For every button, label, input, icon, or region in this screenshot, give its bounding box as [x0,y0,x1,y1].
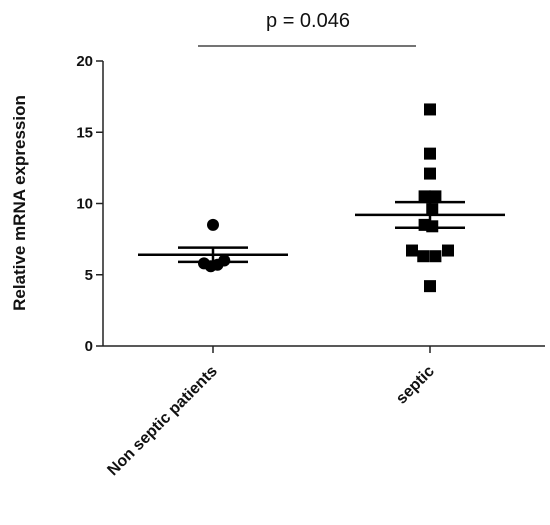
p-value-annotation: p = 0.046 [266,10,350,32]
data-point-square [429,250,442,263]
data-point-circle [218,254,231,267]
data-point-square [442,244,454,257]
data-point-square [418,190,431,203]
data-point-square [424,147,436,160]
y-tick-label: 0 [85,338,93,355]
y-tick-label: 20 [76,53,93,70]
data-point-square [424,103,436,116]
data-point-square [406,244,418,257]
y-tick-label: 5 [85,267,93,284]
axes: 0 5 10 15 20 Non septic patients septic [76,53,545,479]
data-point-square [429,190,442,203]
data-point-square [424,280,436,293]
data-point-square [424,167,436,180]
y-tick-label: 15 [76,124,93,141]
data-point-square [417,250,430,263]
y-axis-title: Relative mRNA expression [10,95,29,311]
data-marks [138,103,505,293]
data-point-square [426,220,439,233]
x-tick-label: Non septic patients [104,363,220,479]
data-point-square [426,203,439,216]
y-tick-label: 10 [76,196,93,213]
data-point-circle [207,218,219,231]
x-tick-label: septic [393,363,438,408]
